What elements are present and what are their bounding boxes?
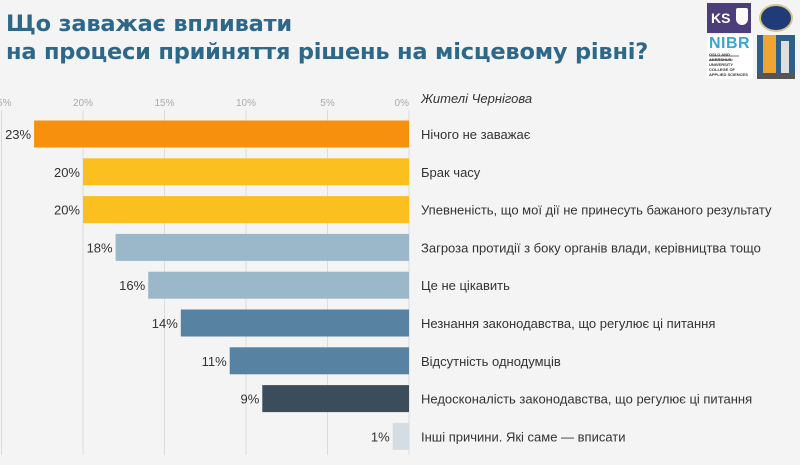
bar bbox=[262, 385, 409, 413]
x-tick-label: 5% bbox=[320, 98, 335, 109]
category-label: Інші причини. Які саме — вписати bbox=[421, 429, 626, 444]
bar-value-label: 16% bbox=[119, 278, 145, 293]
x-tick-label: 25% bbox=[0, 98, 12, 109]
building-logo bbox=[757, 35, 795, 79]
logo-divider bbox=[709, 59, 733, 61]
shield-icon bbox=[736, 8, 748, 25]
bar bbox=[115, 233, 409, 261]
category-label: Упевненість, що мої дії не принесуть баж… bbox=[421, 203, 772, 218]
x-tick-label: 20% bbox=[73, 98, 93, 109]
ks-logo: KS bbox=[707, 3, 751, 33]
emblem-logo bbox=[759, 4, 793, 32]
chart-title: Що заважає впливати на процеси прийняття… bbox=[6, 10, 648, 66]
bar-value-label: 14% bbox=[152, 316, 178, 331]
bar-value-label: 20% bbox=[54, 203, 80, 218]
bar-value-label: 18% bbox=[87, 240, 113, 255]
bar bbox=[180, 309, 409, 337]
category-label: Загроза протидії з боку органів влади, к… bbox=[421, 240, 761, 255]
title-line-2: на процеси прийняття рішень на місцевому… bbox=[6, 39, 649, 65]
bar-value-label: 1% bbox=[371, 429, 390, 444]
partner-logos: KS NIBR OSLO AND AKERSHUS UNIVERSITY COL… bbox=[707, 3, 797, 81]
x-tick-label: 0% bbox=[395, 98, 410, 109]
title-line-1: Що заважає впливати bbox=[6, 11, 292, 37]
bar bbox=[229, 347, 409, 375]
bar bbox=[83, 196, 409, 224]
bar bbox=[392, 422, 409, 450]
nibr-logo: NIBR OSLO AND AKERSHUS UNIVERSITY COLLEG… bbox=[707, 35, 753, 79]
bar-value-label: 11% bbox=[202, 354, 227, 369]
bar-value-label: 9% bbox=[241, 392, 260, 407]
x-tick-label: 15% bbox=[154, 98, 174, 109]
nibr-logo-caption: OSLO AND AKERSHUS UNIVERSITY COLLEGE OF … bbox=[709, 52, 748, 77]
category-label: Це не цікавить bbox=[421, 278, 510, 293]
logo-stripe bbox=[763, 35, 776, 79]
bar bbox=[148, 271, 409, 299]
ks-logo-text: KS bbox=[711, 10, 731, 26]
category-label: Відсутність однодумців bbox=[421, 354, 561, 369]
bar-value-label: 23% bbox=[5, 127, 31, 142]
x-tick-label: 10% bbox=[236, 98, 256, 109]
category-label: Незнання законодавства, що регулює ці пи… bbox=[421, 316, 715, 331]
logo-divider bbox=[709, 55, 739, 57]
logo-stripe bbox=[781, 41, 789, 79]
category-label: Недосконалість законодавства, що регулює… bbox=[421, 392, 752, 407]
bar bbox=[83, 158, 409, 186]
category-label: Брак часу bbox=[421, 165, 481, 180]
logo-base bbox=[757, 73, 795, 79]
category-label: Нічого не заважає bbox=[421, 127, 531, 142]
nibr-logo-text: NIBR bbox=[709, 35, 751, 52]
bar bbox=[34, 120, 409, 148]
bar-value-label: 20% bbox=[54, 165, 80, 180]
series-label: Жителі Чернігова bbox=[420, 91, 532, 106]
